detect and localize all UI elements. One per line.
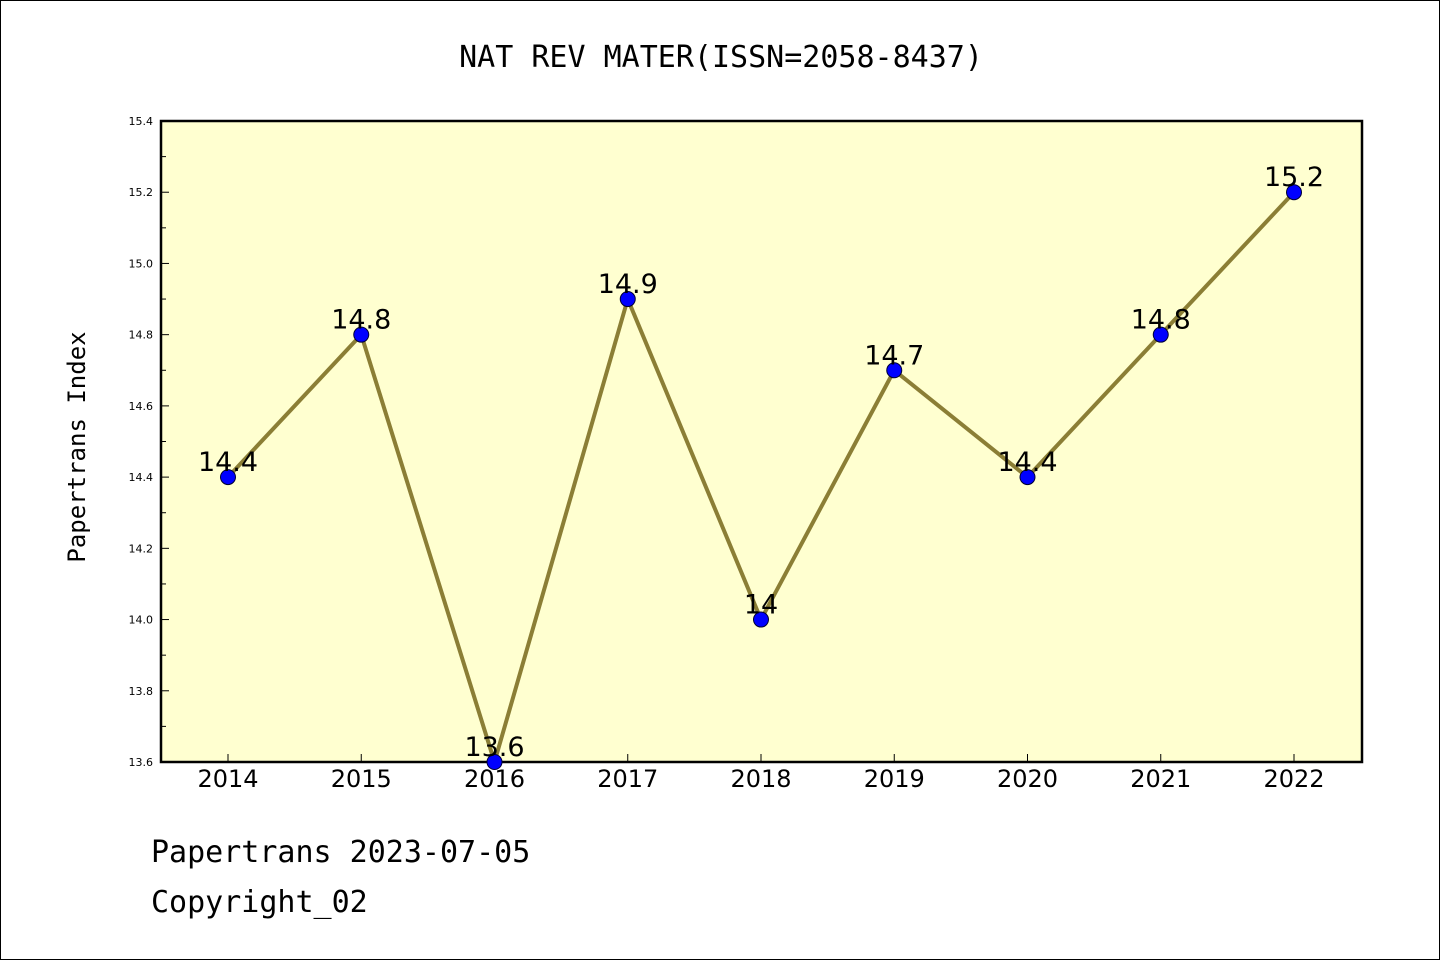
data-label: 14 [744,590,778,621]
x-tick-label: 2015 [331,765,392,793]
chart-title: NAT REV MATER(ISSN=2058-8437) [459,40,983,75]
y-axis: 13.6 13.8 14.0 14.2 14.4 14.6 14.8 15.0 15.2 15.4 [129,115,169,769]
data-point [619,291,636,308]
plot-area [159,119,1364,764]
data-label: 14.8 [1131,305,1191,336]
y-tick-label: 13.6 [129,756,154,769]
y-tick-label: 15.2 [129,186,154,199]
y-tick-label: 15.0 [129,257,154,270]
data-label: 14.9 [598,269,658,300]
data-point [1286,184,1302,201]
x-tick-label: 2022 [1263,765,1324,793]
y-tick-label: 14.4 [129,471,154,484]
data-point [1019,469,1036,486]
data-label: 14.8 [331,305,391,336]
footer-copyright: Copyright_02 [151,885,368,920]
x-tick-label: 2017 [597,765,658,793]
data-point [886,362,903,379]
data-labels: 14.4 14.8 13.6 14.9 14 14.7 14.4 14.8 15.2 [198,162,1324,763]
x-tick-label: 2020 [997,765,1058,793]
data-label: 14.4 [997,447,1057,478]
data-points [220,184,1302,770]
y-tick-label: 14.0 [129,614,154,627]
data-point [353,326,370,343]
y-tick-label: 15.4 [129,115,154,128]
data-label: 14.7 [864,340,924,371]
y-tick-label: 14.6 [129,400,154,413]
y-tick-label: 14.8 [129,329,154,342]
data-label: 15.2 [1264,162,1324,193]
x-tick-label: 2021 [1130,765,1191,793]
data-label: 13.6 [464,732,524,763]
x-axis: 2014 2015 2016 2017 2018 2019 2020 2021 2022 [197,754,1325,793]
data-point [220,469,236,486]
footer-date: Papertrans 2023-07-05 [151,835,531,870]
data-label: 14.4 [198,447,258,478]
data-point [486,754,503,770]
y-tick-label: 14.2 [129,542,154,555]
x-tick-label: 2014 [197,765,258,793]
data-point [1152,326,1169,343]
x-tick-label: 2019 [864,765,925,793]
x-tick-label: 2018 [730,765,791,793]
data-point [753,611,769,628]
y-axis-label: Papertrans Index [63,331,91,562]
y-tick-label: 13.8 [129,685,154,698]
